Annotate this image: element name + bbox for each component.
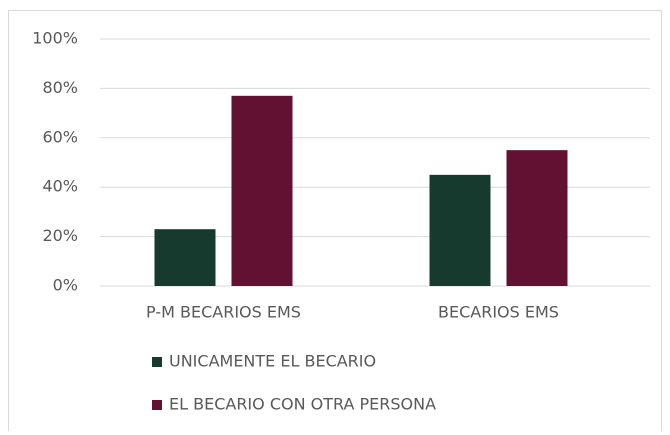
bar xyxy=(231,95,293,286)
y-tick-label: 80% xyxy=(42,78,78,97)
y-tick-label: 0% xyxy=(53,276,78,295)
legend-label: UNICAMENTE EL BECARIO xyxy=(169,352,376,371)
y-tick-label: 100% xyxy=(32,29,78,48)
y-tick-label: 40% xyxy=(42,177,78,196)
y-tick-label: 20% xyxy=(42,226,78,245)
bar xyxy=(429,174,491,286)
x-tick-label: BECARIOS EMS xyxy=(438,303,559,322)
legend-swatch xyxy=(152,357,162,367)
bar xyxy=(506,150,568,286)
x-tick-label: P-M BECARIOS EMS xyxy=(146,303,301,322)
y-tick-label: 60% xyxy=(42,127,78,146)
bar xyxy=(154,229,216,286)
legend-label: EL BECARIO CON OTRA PERSONA xyxy=(169,395,436,414)
legend-swatch xyxy=(152,400,162,410)
